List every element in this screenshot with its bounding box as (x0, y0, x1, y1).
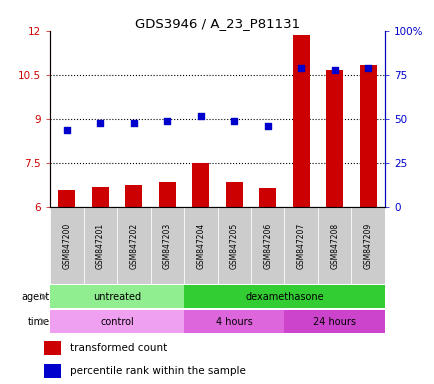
Text: GSM847202: GSM847202 (129, 223, 138, 269)
Text: agent: agent (22, 291, 50, 302)
Text: GSM847208: GSM847208 (329, 223, 339, 269)
Bar (326, 70, 342, 207)
Point (97, 119, 104, 126)
Bar (125, 185, 142, 207)
Bar (284, 207, 317, 284)
Text: 4 hours: 4 hours (215, 316, 252, 327)
Bar (184, 310, 284, 333)
Bar (43, 364, 61, 378)
Bar (284, 310, 384, 333)
Text: GSM847204: GSM847204 (196, 223, 205, 269)
Point (197, 113, 204, 119)
Bar (184, 207, 217, 284)
Title: GDS3946 / A_23_P81131: GDS3946 / A_23_P81131 (135, 17, 299, 30)
Point (230, 118, 237, 124)
Bar (351, 207, 384, 284)
Bar (184, 285, 384, 308)
Point (364, 65, 371, 71)
Point (164, 118, 171, 124)
Bar (83, 207, 117, 284)
Bar (217, 207, 250, 284)
Bar (259, 188, 276, 207)
Text: untreated: untreated (93, 291, 141, 302)
Point (264, 123, 271, 129)
Text: time: time (28, 316, 50, 327)
Point (331, 66, 338, 73)
Text: 24 hours: 24 hours (312, 316, 355, 327)
Bar (50, 207, 83, 284)
Point (297, 65, 304, 71)
Bar (50, 310, 184, 333)
Text: GSM847201: GSM847201 (95, 223, 105, 269)
Text: GSM847209: GSM847209 (363, 223, 372, 269)
Text: GSM847205: GSM847205 (229, 223, 238, 269)
Text: GSM847203: GSM847203 (162, 223, 171, 269)
Bar (292, 35, 309, 207)
Text: dexamethasone: dexamethasone (245, 291, 323, 302)
Point (63, 127, 70, 133)
Bar (58, 190, 75, 207)
Text: GSM847206: GSM847206 (263, 223, 272, 269)
Bar (225, 182, 242, 207)
Text: GSM847200: GSM847200 (62, 223, 71, 269)
Bar (250, 207, 284, 284)
Text: transformed count: transformed count (69, 343, 167, 353)
Point (130, 119, 137, 126)
Bar (92, 187, 108, 207)
Bar (317, 207, 351, 284)
Bar (158, 182, 175, 207)
Bar (50, 285, 184, 308)
Bar (359, 65, 376, 207)
Bar (150, 207, 184, 284)
Bar (43, 341, 61, 355)
Bar (117, 207, 150, 284)
Text: control: control (100, 316, 134, 327)
Bar (192, 163, 209, 207)
Text: GSM847207: GSM847207 (296, 223, 305, 269)
Text: percentile rank within the sample: percentile rank within the sample (69, 366, 245, 376)
